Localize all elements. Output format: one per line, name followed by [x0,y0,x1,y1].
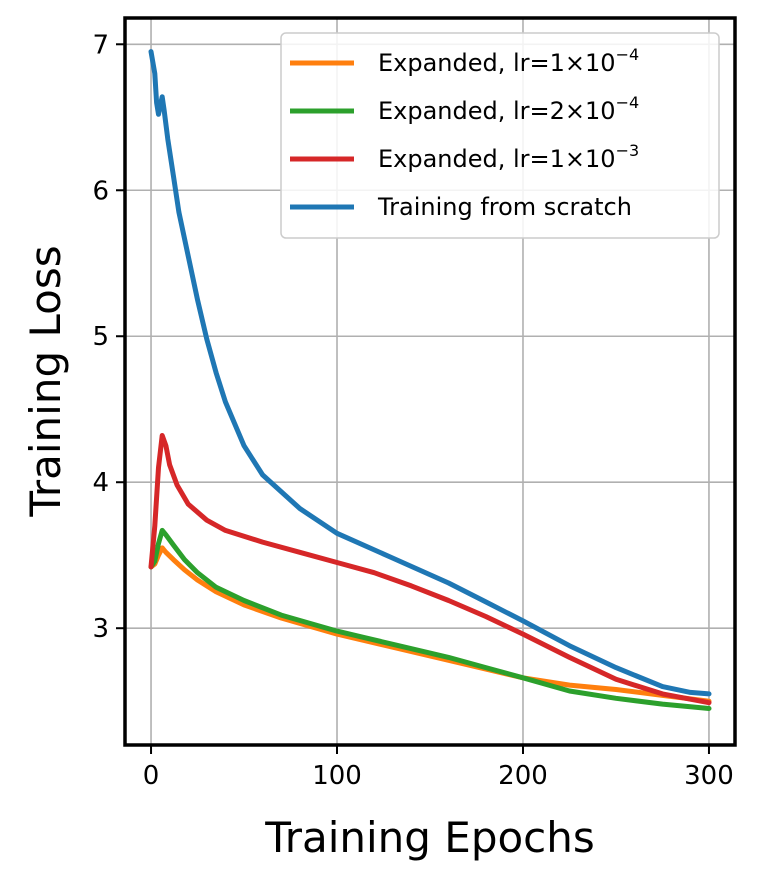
y-tick-label: 3 [92,614,109,644]
series-lines [148,49,712,711]
y-tick-label: 4 [92,468,109,498]
y-tick-label: 6 [92,176,109,206]
x-tick-label: 200 [498,761,548,791]
x-tick-label: 100 [312,761,362,791]
legend-label-1: Expanded, lr=1×10−4 [378,45,639,77]
legend: Expanded, lr=1×10−4 Expanded, lr=2×10−4 Ex… [280,32,720,239]
legend-box [280,32,720,239]
legend-label-2: Expanded, lr=2×10−4 [378,93,639,125]
y-axis-title: Training Loss [21,245,70,517]
x-tick-label: 300 [684,761,734,791]
legend-label-3: Expanded, lr=1×10−3 [378,141,639,173]
legend-label-4: Training from scratch [377,193,632,221]
series-line-4 [148,49,712,697]
series-line-1 [148,545,712,704]
series-line-3 [148,433,712,706]
x-tick-label: 0 [143,761,160,791]
x-axis-title: Training Epochs [264,813,595,862]
series-line-2 [148,527,712,711]
axis-ticks: 0 100 200 300 3 4 5 6 7 [92,30,733,791]
plot-frame [123,16,737,747]
y-tick-label: 7 [92,30,109,60]
y-tick-label: 5 [92,322,109,352]
